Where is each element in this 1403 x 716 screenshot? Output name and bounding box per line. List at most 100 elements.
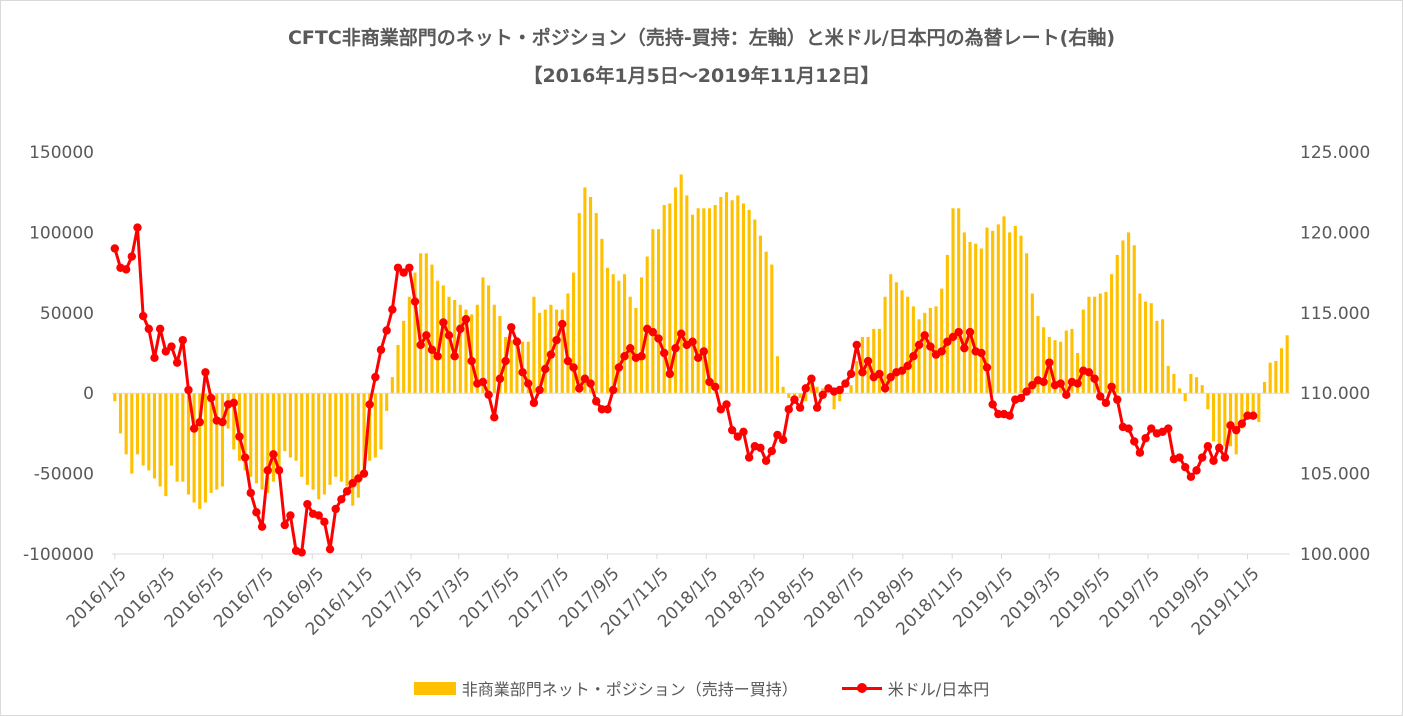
line-point xyxy=(354,474,363,483)
bar xyxy=(373,393,377,458)
line-point xyxy=(654,334,663,343)
line-point xyxy=(773,430,782,440)
bar xyxy=(962,232,966,394)
line-point xyxy=(297,548,306,557)
bar xyxy=(968,242,972,394)
line-point xyxy=(1062,390,1071,400)
left-tick-label: 100000 xyxy=(29,223,94,243)
bar xyxy=(317,393,321,500)
bar xyxy=(1127,232,1131,394)
bar xyxy=(1087,296,1091,394)
bar xyxy=(1013,225,1017,394)
bar xyxy=(1274,361,1278,394)
bar xyxy=(447,296,451,394)
bar xyxy=(923,312,927,394)
bar xyxy=(271,393,275,482)
line-point xyxy=(1198,453,1207,462)
bar xyxy=(283,393,287,452)
bar xyxy=(1081,309,1085,394)
bar xyxy=(934,306,938,394)
line-point xyxy=(807,374,816,383)
right-axis-tick-labels: 100.000 105.000 110.000 115.000 120.000 125.0… xyxy=(1300,143,1370,565)
line-point xyxy=(541,364,550,374)
line-point xyxy=(1124,424,1133,433)
bar xyxy=(1183,393,1187,402)
bar xyxy=(696,208,700,394)
line-point xyxy=(456,324,465,334)
bar xyxy=(639,277,644,394)
line-point xyxy=(626,343,635,353)
bar xyxy=(940,288,944,394)
bar xyxy=(192,393,196,503)
bar xyxy=(668,203,672,394)
line-point xyxy=(1147,424,1156,433)
bar xyxy=(334,393,338,477)
bar xyxy=(906,296,910,394)
line-point xyxy=(342,487,352,496)
bar xyxy=(1121,240,1125,394)
line-point xyxy=(167,342,176,351)
bar xyxy=(266,393,270,493)
legend-label-usdjpy: 米ドル/日本円 xyxy=(887,680,990,699)
bar xyxy=(775,356,780,394)
line-point xyxy=(1107,382,1116,391)
line-point xyxy=(184,385,193,395)
bar xyxy=(152,393,157,479)
bar xyxy=(294,393,298,461)
bar xyxy=(634,307,638,394)
bar xyxy=(232,393,236,450)
bar xyxy=(1211,393,1216,442)
bar xyxy=(979,248,983,394)
bar xyxy=(1245,393,1250,418)
bar xyxy=(441,285,445,394)
line-point xyxy=(1073,379,1082,388)
line-point xyxy=(699,347,709,356)
bar xyxy=(1155,320,1159,394)
line-point xyxy=(954,327,963,337)
bar xyxy=(1025,253,1029,394)
line-point xyxy=(1248,411,1258,420)
bar xyxy=(656,229,661,394)
bar xyxy=(260,393,264,490)
bar xyxy=(379,393,383,450)
line-point xyxy=(778,435,788,445)
bar xyxy=(560,309,564,394)
line-point xyxy=(614,363,624,372)
bar xyxy=(804,393,808,402)
bar xyxy=(515,336,519,394)
bar xyxy=(577,213,581,394)
line-point xyxy=(580,374,590,383)
line-point xyxy=(1135,448,1145,457)
line-point xyxy=(846,369,856,379)
chart-title: CFTC非商業部門のネット・ポジション（売持-買持：左軸）と米ドル/日本円の為替… xyxy=(287,27,1116,49)
line-point xyxy=(676,329,686,338)
line-point xyxy=(371,372,380,382)
bar xyxy=(407,296,411,394)
line-point xyxy=(909,352,918,361)
bar xyxy=(702,208,706,394)
line-point xyxy=(1203,442,1213,451)
bar xyxy=(1217,393,1221,450)
line-point xyxy=(948,332,958,342)
bar xyxy=(747,209,751,394)
line-point xyxy=(897,366,907,375)
bar xyxy=(673,187,678,394)
line-point xyxy=(603,405,612,414)
line-point xyxy=(1192,466,1201,475)
line-point xyxy=(688,337,697,346)
line-point xyxy=(444,331,454,340)
line-point xyxy=(852,340,861,350)
line-point xyxy=(710,382,720,391)
bar xyxy=(974,243,978,394)
bar xyxy=(1076,353,1080,394)
line-point xyxy=(665,369,675,379)
bar xyxy=(662,205,666,394)
bar xyxy=(991,230,995,394)
line-point xyxy=(1220,453,1230,462)
bar xyxy=(945,254,949,394)
bar xyxy=(458,304,462,394)
line-point xyxy=(841,379,850,388)
line-point xyxy=(439,318,448,327)
bar xyxy=(996,224,1000,394)
bar xyxy=(487,285,491,394)
